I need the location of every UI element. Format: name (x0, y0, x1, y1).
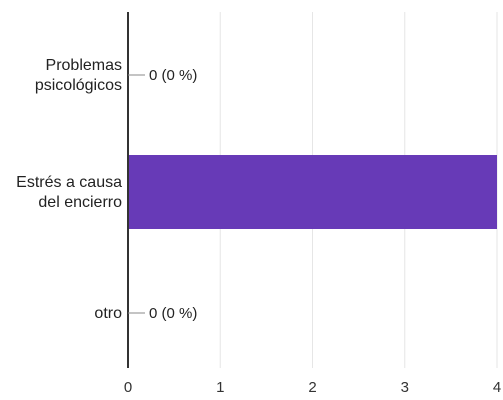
category-label-line: psicológicos (35, 77, 122, 94)
bar-1 (128, 155, 497, 229)
x-tick-label-3: 3 (401, 379, 409, 396)
x-tick-label-0: 0 (124, 379, 132, 396)
category-label-line: otro (94, 305, 122, 322)
category-label-2: otro (94, 305, 122, 322)
value-label-2: 0 (0 %) (149, 305, 197, 322)
category-label-line: Estrés a causa (16, 174, 122, 191)
x-tick-label-4: 4 (493, 379, 501, 396)
value-label-0: 0 (0 %) (149, 67, 197, 84)
category-label-line: Problemas (46, 57, 122, 74)
category-label-1: Estrés a causa del encierro (16, 174, 122, 211)
category-label-0: Problemas psicológicos (35, 57, 122, 94)
category-label-line: del encierro (38, 194, 122, 211)
x-tick-label-2: 2 (308, 379, 316, 396)
x-tick-label-1: 1 (216, 379, 224, 396)
